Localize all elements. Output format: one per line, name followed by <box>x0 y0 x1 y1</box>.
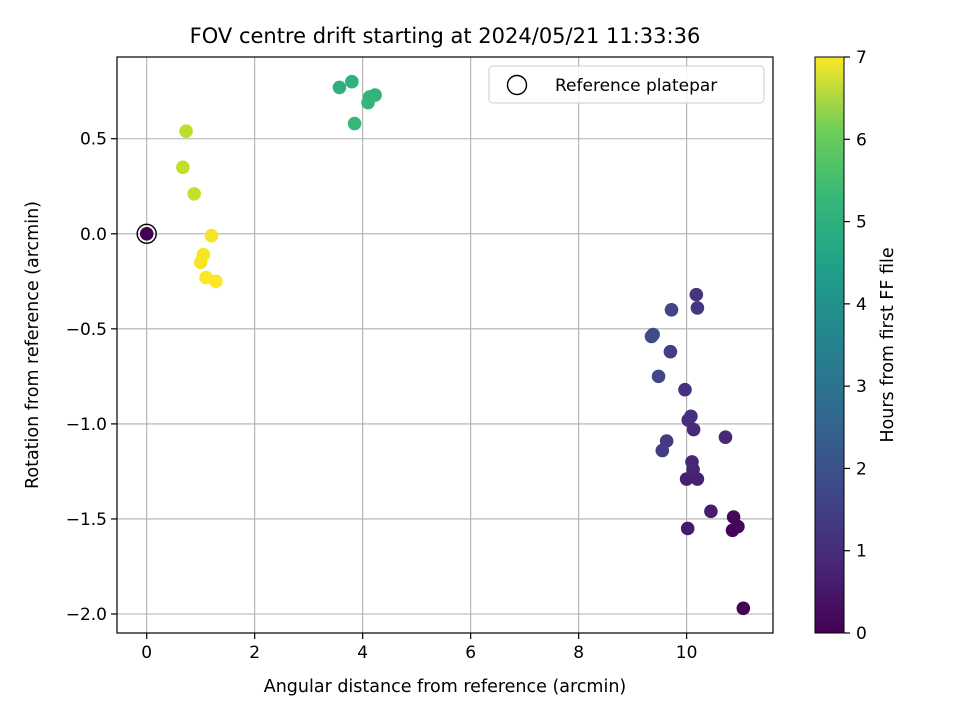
x-axis-ticks: 0 2 4 6 8 10 <box>141 633 697 663</box>
x-tick-label: 6 <box>465 643 476 663</box>
colorbar-label: Hours from first FF file <box>878 247 898 442</box>
data-point <box>646 327 660 342</box>
x-tick-label: 0 <box>141 643 152 663</box>
x-tick-label: 2 <box>249 643 260 663</box>
colorbar-tick-label: 2 <box>856 459 867 479</box>
data-point <box>704 504 718 519</box>
data-point <box>680 521 695 536</box>
data-points <box>139 74 751 616</box>
colorbar-tick-label: 1 <box>856 542 867 562</box>
data-point <box>204 228 219 243</box>
y-axis-label: Rotation from reference (arcmin) <box>23 201 43 489</box>
chart-title: FOV centre drift starting at 2024/05/21 … <box>190 24 701 48</box>
data-point <box>726 510 741 524</box>
reference-platepar-marker <box>136 223 157 244</box>
y-tick-label: −1.5 <box>66 510 107 530</box>
x-tick-label: 8 <box>573 643 584 663</box>
legend: Reference platepar <box>488 65 765 104</box>
data-point <box>718 430 733 444</box>
colorbar: 0 1 2 3 4 5 6 7 Hours from first FF file <box>814 48 898 644</box>
data-point <box>685 455 699 469</box>
legend-reference-marker <box>506 74 528 96</box>
y-tick-label: −2.0 <box>66 605 107 625</box>
y-tick-label: −0.5 <box>66 320 107 340</box>
reference-marker <box>136 223 157 244</box>
data-point <box>684 409 698 424</box>
x-tick-label: 4 <box>357 643 368 663</box>
plot-frame <box>116 56 774 634</box>
grid <box>117 57 773 633</box>
data-point <box>361 95 375 110</box>
data-point <box>345 74 359 89</box>
data-point <box>689 287 704 302</box>
x-tick-label: 10 <box>676 643 698 663</box>
data-point <box>664 303 679 317</box>
y-tick-label: 0.0 <box>80 225 107 245</box>
data-point <box>193 255 208 270</box>
colorbar-tick-label: 7 <box>856 48 867 68</box>
legend-entry-reference: Reference platepar <box>555 76 717 96</box>
data-point <box>679 472 694 486</box>
colorbar-tick-label: 5 <box>856 213 867 233</box>
data-point <box>651 369 666 384</box>
legend-box <box>488 65 765 104</box>
y-tick-label: −1.0 <box>66 415 107 435</box>
colorbar-ticks: 0 1 2 3 4 5 6 7 <box>844 48 867 644</box>
data-point <box>678 382 692 397</box>
data-point <box>176 160 190 175</box>
data-point <box>139 226 154 241</box>
colorbar-tick-label: 3 <box>856 377 867 397</box>
data-point <box>347 116 362 131</box>
y-tick-label: 0.5 <box>80 130 107 150</box>
y-axis-ticks: 0.5 0.0 −0.5 −1.0 −1.5 −2.0 <box>66 130 117 625</box>
colorbar-tick-label: 0 <box>856 624 867 644</box>
x-axis-label: Angular distance from reference (arcmin) <box>264 677 627 697</box>
data-point <box>655 443 670 458</box>
colorbar-tick-label: 6 <box>856 130 867 150</box>
data-point <box>332 80 347 95</box>
data-point <box>209 274 223 289</box>
data-point <box>187 187 202 201</box>
colorbar-tick-label: 4 <box>856 295 867 315</box>
data-point <box>690 301 705 315</box>
data-point <box>179 124 193 138</box>
data-point <box>663 344 678 359</box>
data-point <box>736 601 751 616</box>
colorbar-gradient <box>814 56 845 634</box>
